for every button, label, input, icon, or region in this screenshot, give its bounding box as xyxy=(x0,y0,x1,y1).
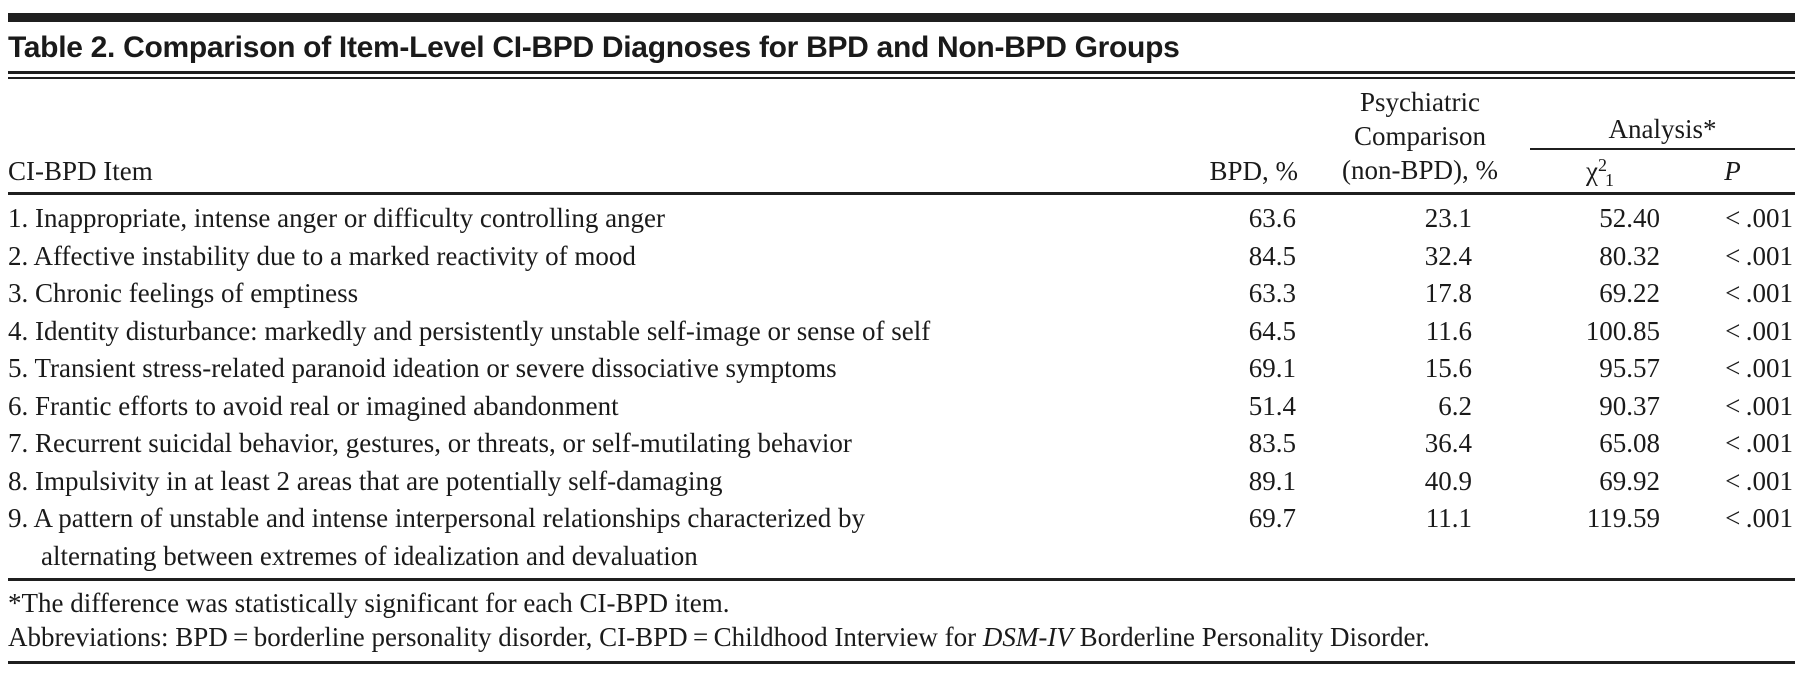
item-cell: 7. Recurrent suicidal behavior, gestures… xyxy=(8,428,852,458)
column-header-p-value: P xyxy=(1670,149,1795,195)
top-rule xyxy=(8,13,1795,22)
bpd-pct-cell: 51.4 xyxy=(1248,390,1296,421)
chi-square-cell: 69.22 xyxy=(1599,278,1660,308)
table-body: 1. Inappropriate, intense anger or diffi… xyxy=(8,194,1795,580)
p-value-cell: < .001 xyxy=(1725,465,1793,496)
footnote-abbreviations: Abbreviations: BPD = borderline personal… xyxy=(8,620,1795,654)
nonbpd-pct-cell: 23.1 xyxy=(1424,203,1472,233)
nonbpd-pct-cell: 36.4 xyxy=(1424,428,1472,458)
table-row-1: 1. Inappropriate, intense anger or diffi… xyxy=(8,194,1795,238)
item-cell: 6. Frantic efforts to avoid real or imag… xyxy=(8,390,619,421)
item-cell: 9. A pattern of unstable and intense int… xyxy=(8,500,1160,580)
p-value-cell: < .001 xyxy=(1725,240,1793,271)
chi-square-cell: 52.40 xyxy=(1599,203,1660,233)
column-header-analysis: Analysis* xyxy=(1530,81,1795,150)
chi-square-cell: 119.59 xyxy=(1586,503,1660,533)
bottom-rule xyxy=(8,661,1795,664)
nonbpd-pct-cell: 32.4 xyxy=(1424,240,1472,271)
item-cell: 8. Impulsivity in at least 2 areas that … xyxy=(8,465,723,496)
nonbpd-pct-cell: 6.2 xyxy=(1438,390,1472,421)
table-row-7: 7. Recurrent suicidal behavior, gestures… xyxy=(8,425,1795,463)
abbreviations-text-end: Borderline Personality Disorder. xyxy=(1072,622,1430,652)
bpd-pct-cell: 63.3 xyxy=(1248,278,1296,308)
paper-table-page: Table 2. Comparison of Item-Level CI-BPD… xyxy=(0,13,1803,664)
dsm-iv-italic: DSM-IV xyxy=(982,622,1073,652)
item-cell: 3. Chronic feelings of emptiness xyxy=(8,278,359,308)
chi-subscript: 1 xyxy=(1604,170,1614,190)
item-cell: 4. Identity disturbance: markedly and pe… xyxy=(8,315,931,346)
p-value-cell: < .001 xyxy=(1725,390,1793,421)
chi-square-cell: 90.37 xyxy=(1599,390,1660,421)
table-title: Table 2. Comparison of Item-Level CI-BPD… xyxy=(8,31,1180,64)
table-row-5: 5. Transient stress-related paranoid ide… xyxy=(8,350,1795,388)
comparison-header-line2: Comparison xyxy=(1354,121,1486,151)
p-value-cell: < .001 xyxy=(1725,503,1793,533)
nonbpd-pct-cell: 40.9 xyxy=(1424,465,1472,496)
bpd-pct-cell: 64.5 xyxy=(1248,315,1296,346)
p-value-cell: < .001 xyxy=(1725,315,1793,346)
nonbpd-pct-cell: 17.8 xyxy=(1424,278,1472,308)
p-value-cell: < .001 xyxy=(1725,353,1793,383)
p-value-cell: < .001 xyxy=(1725,278,1793,308)
comparison-header-line1: Psychiatric xyxy=(1360,87,1480,117)
footnote-significance: *The difference was statistically signif… xyxy=(8,588,730,618)
ci-bpd-comparison-table: CI-BPD Item BPD, % Psychiatric Compariso… xyxy=(8,81,1795,581)
footnotes: *The difference was statistically signif… xyxy=(8,581,1795,661)
chi-square-cell: 65.08 xyxy=(1599,428,1660,458)
abbreviations-text: Abbreviations: BPD = borderline personal… xyxy=(8,622,983,652)
item-cell: 2. Affective instability due to a marked… xyxy=(8,240,636,271)
chi-square-cell: 95.57 xyxy=(1599,353,1660,383)
column-header-bpd-pct: BPD, % xyxy=(1160,81,1310,195)
column-header-item: CI-BPD Item xyxy=(8,81,1160,195)
table-row-6: 6. Frantic efforts to avoid real or imag… xyxy=(8,388,1795,426)
bpd-pct-cell: 69.1 xyxy=(1248,353,1296,383)
table-header: CI-BPD Item BPD, % Psychiatric Compariso… xyxy=(8,81,1795,195)
p-value-cell: < .001 xyxy=(1725,428,1793,458)
item-cell: 5. Transient stress-related paranoid ide… xyxy=(8,353,837,383)
bpd-pct-cell: 84.5 xyxy=(1248,240,1296,271)
table-row-4: 4. Identity disturbance: markedly and pe… xyxy=(8,313,1795,351)
table-row-3: 3. Chronic feelings of emptiness 63.3 17… xyxy=(8,275,1795,313)
bpd-pct-cell: 63.6 xyxy=(1248,203,1296,233)
table-row-8: 8. Impulsivity in at least 2 areas that … xyxy=(8,463,1795,501)
item-cell: 1. Inappropriate, intense anger or diffi… xyxy=(8,203,666,233)
table-row-2: 2. Affective instability due to a marked… xyxy=(8,238,1795,276)
column-header-chi-square: χ21 xyxy=(1530,149,1670,195)
column-header-psychiatric-comparison: Psychiatric Comparison (non-BPD), % xyxy=(1310,81,1530,195)
nonbpd-pct-cell: 11.1 xyxy=(1425,503,1472,533)
bpd-pct-cell: 69.7 xyxy=(1248,503,1296,533)
bpd-pct-cell: 89.1 xyxy=(1248,465,1296,496)
bpd-pct-cell: 83.5 xyxy=(1248,428,1296,458)
item-line1: 9. A pattern of unstable and intense int… xyxy=(8,503,865,533)
chi-symbol: χ xyxy=(1586,156,1598,186)
nonbpd-pct-cell: 15.6 xyxy=(1424,353,1472,383)
chi-superscript: 2 xyxy=(1597,155,1607,175)
chi-square-cell: 80.32 xyxy=(1599,240,1660,271)
comparison-header-line3: (non-BPD), % xyxy=(1342,155,1498,185)
chi-square-cell: 69.92 xyxy=(1599,465,1660,496)
chi-square-cell: 100.85 xyxy=(1585,315,1660,346)
nonbpd-pct-cell: 11.6 xyxy=(1425,315,1472,346)
p-value-cell: < .001 xyxy=(1725,203,1793,233)
table-row-9: 9. A pattern of unstable and intense int… xyxy=(8,500,1795,580)
item-line2: alternating between extremes of idealiza… xyxy=(41,540,698,571)
title-underline-rule xyxy=(8,71,1795,79)
